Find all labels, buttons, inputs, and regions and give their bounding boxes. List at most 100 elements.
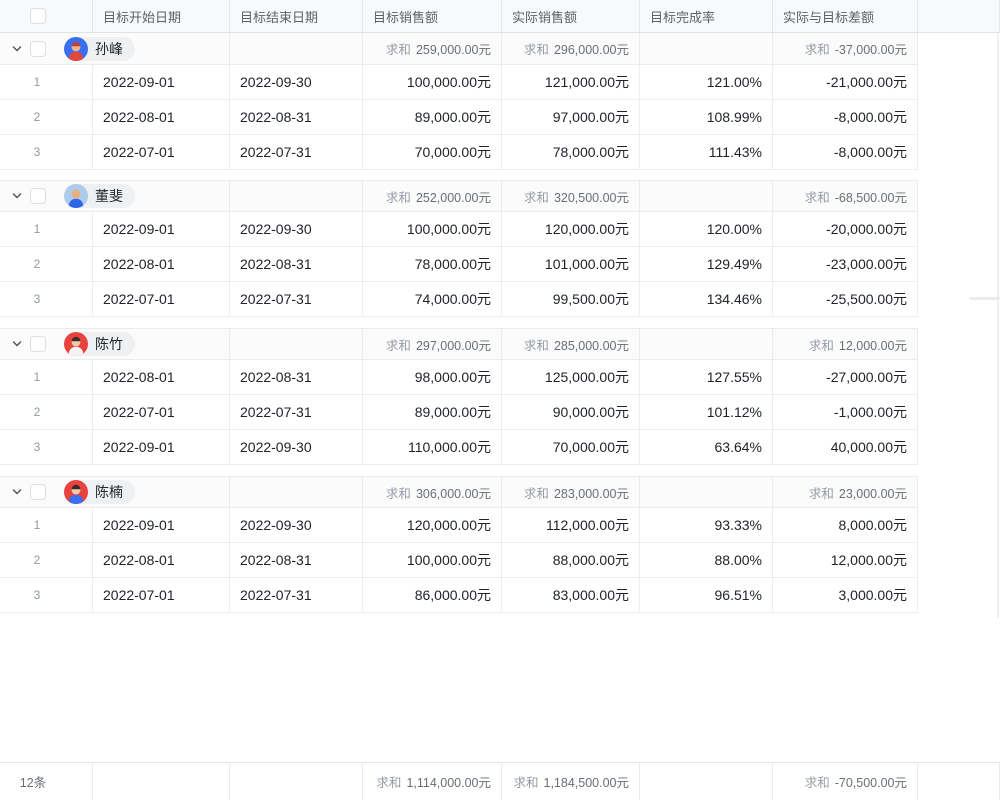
cell-start-date[interactable]: 2022-08-01 bbox=[93, 543, 230, 577]
cell-end-date[interactable]: 2022-07-31 bbox=[230, 282, 363, 316]
group-sum-target[interactable]: 求和 297,000.00元 bbox=[363, 329, 502, 359]
column-header-completion-rate[interactable]: 目标完成率 bbox=[640, 0, 773, 32]
cell-end-date[interactable]: 2022-08-31 bbox=[230, 100, 363, 134]
person-tag[interactable]: 董斐 bbox=[64, 184, 135, 208]
cell-actual-sales[interactable]: 120,000.00元 bbox=[502, 212, 640, 246]
row-number[interactable]: 1 bbox=[0, 212, 93, 246]
cell-start-date[interactable]: 2022-07-01 bbox=[93, 395, 230, 429]
group-checkbox[interactable] bbox=[30, 188, 46, 204]
group-sum-diff[interactable]: 求和 -37,000.00元 bbox=[773, 33, 918, 64]
footer-sum-actual[interactable]: 求和 1,184,500.00元 bbox=[502, 763, 640, 800]
cell-end-date[interactable]: 2022-09-30 bbox=[230, 430, 363, 464]
cell-completion-rate[interactable]: 134.46% bbox=[640, 282, 773, 316]
cell-start-date[interactable]: 2022-09-01 bbox=[93, 508, 230, 542]
group-checkbox[interactable] bbox=[30, 40, 46, 57]
cell-difference[interactable]: -8,000.00元 bbox=[773, 135, 918, 169]
cell-start-date[interactable]: 2022-09-01 bbox=[93, 212, 230, 246]
group-checkbox[interactable] bbox=[30, 484, 46, 500]
cell-target-sales[interactable]: 100,000.00元 bbox=[363, 543, 502, 577]
cell-difference[interactable]: -20,000.00元 bbox=[773, 212, 918, 246]
cell-target-sales[interactable]: 89,000.00元 bbox=[363, 395, 502, 429]
row-number[interactable]: 1 bbox=[0, 360, 93, 394]
group-sum-actual[interactable]: 求和 320,500.00元 bbox=[502, 181, 640, 211]
cell-completion-rate[interactable]: 120.00% bbox=[640, 212, 773, 246]
cell-target-sales[interactable]: 86,000.00元 bbox=[363, 578, 502, 612]
select-all-checkbox[interactable] bbox=[30, 8, 46, 24]
cell-completion-rate[interactable]: 101.12% bbox=[640, 395, 773, 429]
cell-target-sales[interactable]: 74,000.00元 bbox=[363, 282, 502, 316]
cell-target-sales[interactable]: 110,000.00元 bbox=[363, 430, 502, 464]
cell-completion-rate[interactable]: 63.64% bbox=[640, 430, 773, 464]
column-header-difference[interactable]: 实际与目标差额 bbox=[773, 0, 918, 32]
column-header-target-sales[interactable]: 目标销售额 bbox=[363, 0, 502, 32]
cell-target-sales[interactable]: 98,000.00元 bbox=[363, 360, 502, 394]
row-number[interactable]: 2 bbox=[0, 247, 93, 281]
group-sum-target[interactable]: 求和 259,000.00元 bbox=[363, 33, 502, 64]
cell-target-sales[interactable]: 89,000.00元 bbox=[363, 100, 502, 134]
cell-actual-sales[interactable]: 97,000.00元 bbox=[502, 100, 640, 134]
group-sum-actual[interactable]: 求和 285,000.00元 bbox=[502, 329, 640, 359]
cell-difference[interactable]: -27,000.00元 bbox=[773, 360, 918, 394]
cell-start-date[interactable]: 2022-08-01 bbox=[93, 360, 230, 394]
cell-end-date[interactable]: 2022-08-31 bbox=[230, 247, 363, 281]
cell-actual-sales[interactable]: 90,000.00元 bbox=[502, 395, 640, 429]
row-number[interactable]: 1 bbox=[0, 65, 93, 99]
cell-target-sales[interactable]: 78,000.00元 bbox=[363, 247, 502, 281]
row-number[interactable]: 3 bbox=[0, 430, 93, 464]
cell-actual-sales[interactable]: 101,000.00元 bbox=[502, 247, 640, 281]
row-number[interactable]: 2 bbox=[0, 543, 93, 577]
cell-end-date[interactable]: 2022-09-30 bbox=[230, 212, 363, 246]
cell-difference[interactable]: -23,000.00元 bbox=[773, 247, 918, 281]
row-number[interactable]: 3 bbox=[0, 578, 93, 612]
row-number[interactable]: 2 bbox=[0, 100, 93, 134]
row-number[interactable]: 3 bbox=[0, 135, 93, 169]
group-sum-diff[interactable]: 求和 12,000.00元 bbox=[773, 329, 918, 359]
row-number[interactable]: 3 bbox=[0, 282, 93, 316]
cell-end-date[interactable]: 2022-08-31 bbox=[230, 360, 363, 394]
cell-completion-rate[interactable]: 93.33% bbox=[640, 508, 773, 542]
cell-start-date[interactable]: 2022-07-01 bbox=[93, 135, 230, 169]
cell-end-date[interactable]: 2022-07-31 bbox=[230, 135, 363, 169]
footer-sum-target[interactable]: 求和 1,114,000.00元 bbox=[363, 763, 502, 800]
group-sum-actual[interactable]: 求和 296,000.00元 bbox=[502, 33, 640, 64]
cell-end-date[interactable]: 2022-09-30 bbox=[230, 508, 363, 542]
group-sum-actual[interactable]: 求和 283,000.00元 bbox=[502, 477, 640, 507]
cell-start-date[interactable]: 2022-09-01 bbox=[93, 65, 230, 99]
cell-end-date[interactable]: 2022-07-31 bbox=[230, 578, 363, 612]
cell-completion-rate[interactable]: 111.43% bbox=[640, 135, 773, 169]
footer-sum-diff[interactable]: 求和 -70,500.00元 bbox=[773, 763, 918, 800]
chevron-down-icon[interactable] bbox=[10, 485, 24, 499]
person-tag[interactable]: 孙峰 bbox=[64, 36, 135, 61]
cell-completion-rate[interactable]: 129.49% bbox=[640, 247, 773, 281]
cell-difference[interactable]: 40,000.00元 bbox=[773, 430, 918, 464]
cell-target-sales[interactable]: 120,000.00元 bbox=[363, 508, 502, 542]
cell-actual-sales[interactable]: 99,500.00元 bbox=[502, 282, 640, 316]
cell-completion-rate[interactable]: 127.55% bbox=[640, 360, 773, 394]
cell-actual-sales[interactable]: 112,000.00元 bbox=[502, 508, 640, 542]
cell-start-date[interactable]: 2022-08-01 bbox=[93, 100, 230, 134]
cell-completion-rate[interactable]: 96.51% bbox=[640, 578, 773, 612]
cell-actual-sales[interactable]: 121,000.00元 bbox=[502, 65, 640, 99]
cell-difference[interactable]: 12,000.00元 bbox=[773, 543, 918, 577]
cell-actual-sales[interactable]: 125,000.00元 bbox=[502, 360, 640, 394]
cell-actual-sales[interactable]: 78,000.00元 bbox=[502, 135, 640, 169]
column-header-end-date[interactable]: 目标结束日期 bbox=[230, 0, 363, 32]
cell-end-date[interactable]: 2022-09-30 bbox=[230, 65, 363, 99]
cell-end-date[interactable]: 2022-07-31 bbox=[230, 395, 363, 429]
cell-target-sales[interactable]: 70,000.00元 bbox=[363, 135, 502, 169]
cell-start-date[interactable]: 2022-09-01 bbox=[93, 430, 230, 464]
row-number[interactable]: 2 bbox=[0, 395, 93, 429]
cell-actual-sales[interactable]: 70,000.00元 bbox=[502, 430, 640, 464]
group-sum-target[interactable]: 求和 306,000.00元 bbox=[363, 477, 502, 507]
cell-difference[interactable]: -8,000.00元 bbox=[773, 100, 918, 134]
person-tag[interactable]: 陈竹 bbox=[64, 332, 135, 356]
group-sum-target[interactable]: 求和 252,000.00元 bbox=[363, 181, 502, 211]
group-sum-diff[interactable]: 求和 -68,500.00元 bbox=[773, 181, 918, 211]
cell-difference[interactable]: 3,000.00元 bbox=[773, 578, 918, 612]
cell-difference[interactable]: 8,000.00元 bbox=[773, 508, 918, 542]
cell-completion-rate[interactable]: 108.99% bbox=[640, 100, 773, 134]
cell-difference[interactable]: -25,500.00元 bbox=[773, 282, 918, 316]
cell-completion-rate[interactable]: 121.00% bbox=[640, 65, 773, 99]
cell-target-sales[interactable]: 100,000.00元 bbox=[363, 212, 502, 246]
chevron-down-icon[interactable] bbox=[10, 189, 24, 203]
